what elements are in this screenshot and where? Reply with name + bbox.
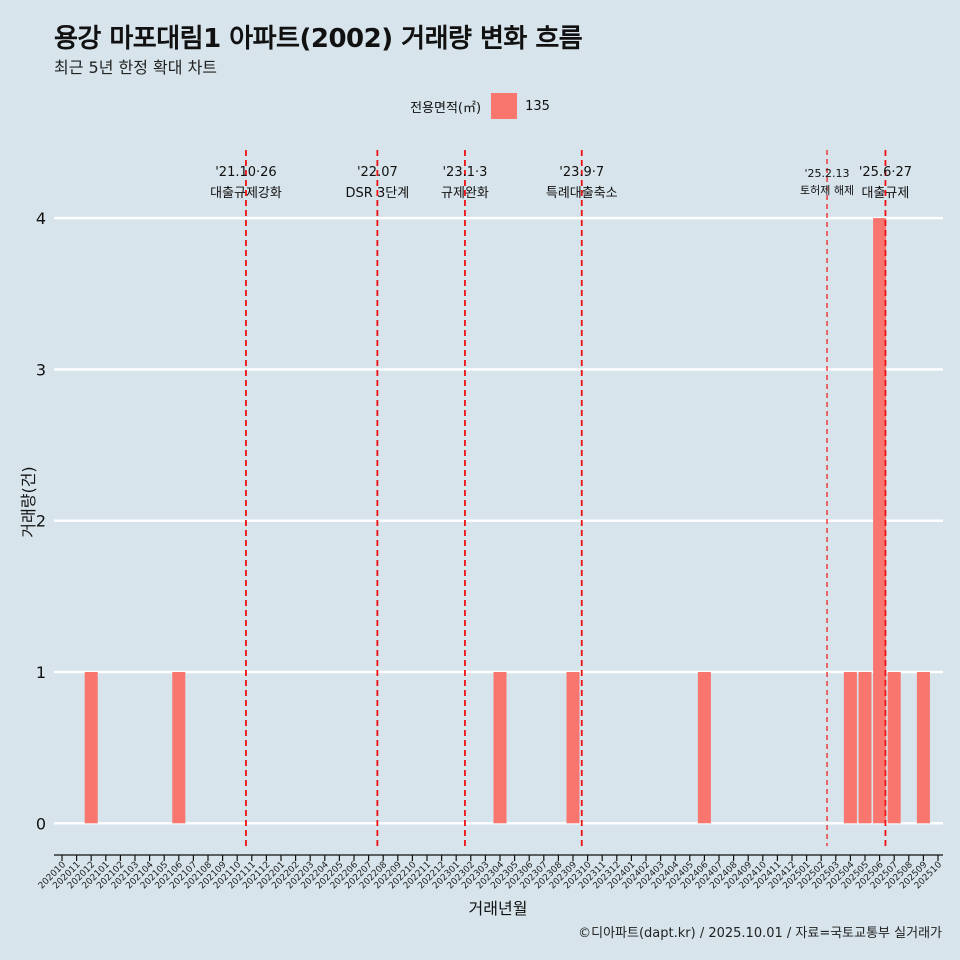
event-date: '21.10·26 [215,165,276,180]
event-label: 특례대출축소 [546,186,618,201]
chart-title: 용강 마포대림1 아파트(2002) 거래량 변화 흐름 [54,24,583,54]
bar [858,672,872,824]
y-tick-label: 3 [36,360,46,379]
bar [566,672,580,824]
bar [697,672,711,824]
event-date: '25.2.13 [805,167,850,180]
source-caption: ©디아파트(dapt.kr) / 2025.10.01 / 자료=국토교통부 실… [578,926,942,941]
event-label: DSR 3단계 [346,186,410,201]
y-tick-label: 4 [36,209,46,228]
event-label: 규제완화 [441,186,489,201]
bar [172,672,186,824]
legend-swatch [491,93,518,119]
bar [84,672,98,824]
legend-item-135: 135 [491,93,550,119]
y-tick-label: 1 [36,663,46,682]
legend-label: 135 [525,98,550,114]
event-date: '25.6·27 [859,165,912,180]
bar [493,672,507,824]
event-date: '22.07 [357,165,398,180]
event-date: '23.9·7 [559,165,604,180]
bar [843,672,857,824]
event-label: 토허제 해제 [800,183,854,197]
chart-subtitle: 최근 5년 한정 확대 차트 [54,58,218,77]
y-tick-label: 2 [36,512,46,531]
y-tick-label: 0 [36,814,46,833]
bar [887,672,901,824]
legend: 전용면적(㎡) 135 [0,93,960,119]
bar [916,672,930,824]
event-label: 대출규제강화 [210,186,282,201]
legend-title: 전용면적(㎡) [410,100,482,116]
y-axis-title: 거래량(건) [19,466,38,537]
event-date: '23.1·3 [442,165,487,180]
x-axis-title: 거래년월 [469,899,528,918]
bar [873,218,887,824]
event-label: 대출규제 [862,186,910,201]
